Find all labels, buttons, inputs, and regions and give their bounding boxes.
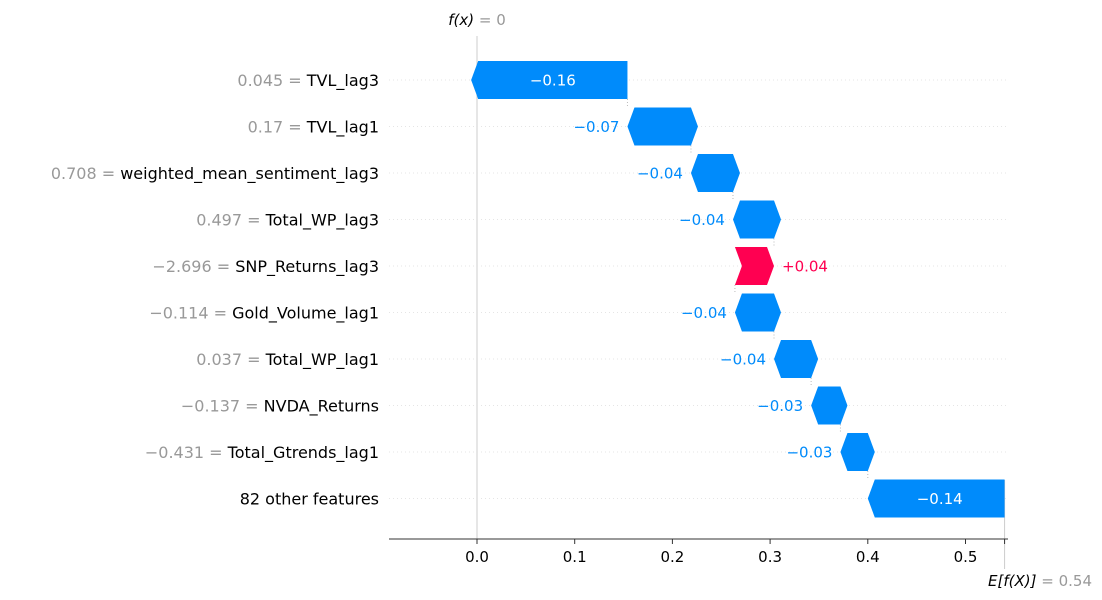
feature-name: TVL_lag1 bbox=[306, 118, 379, 138]
base-value: = 0.54 bbox=[1041, 572, 1092, 590]
feature-label: 0.708 = weighted_mean_sentiment_lag3 bbox=[51, 164, 379, 184]
feature-label: −0.431 = Total_Gtrends_lag1 bbox=[145, 443, 379, 463]
feature-value: −2.696 = bbox=[152, 257, 235, 276]
bar-weighted_mean_sentiment_lag3 bbox=[690, 154, 740, 192]
feature-name: 82 other features bbox=[240, 490, 379, 509]
base-label: E[f(X)] bbox=[988, 572, 1041, 590]
bar-Gold_Volume_lag1 bbox=[734, 293, 782, 332]
feature-label: 82 other features bbox=[240, 490, 379, 509]
bar-TVL_lag3 bbox=[471, 61, 628, 99]
contribution-label: +0.04 bbox=[782, 258, 828, 276]
x-tick-label: 0.3 bbox=[758, 548, 782, 566]
bar-SNP_Returns_lag3 bbox=[734, 247, 775, 285]
contribution-label: −0.07 bbox=[573, 118, 619, 136]
fx-annotation: f(x) = 0 bbox=[448, 11, 506, 29]
contribution-label: −0.03 bbox=[786, 444, 832, 462]
feature-value: 0.497 = bbox=[196, 211, 265, 230]
label-layer: −0.16 0.045 = TVL_lag3 −0.07 0.17 = TVL_lag… bbox=[51, 71, 963, 509]
feature-label: 0.17 = TVL_lag1 bbox=[248, 118, 379, 138]
feature-label: −2.696 = SNP_Returns_lag3 bbox=[152, 257, 379, 277]
feature-name: SNP_Returns_lag3 bbox=[235, 257, 379, 277]
contribution-label: −0.16 bbox=[530, 72, 576, 90]
base-annotation: E[f(X)] = 0.54 bbox=[988, 572, 1092, 590]
feature-value: −0.137 = bbox=[181, 397, 264, 416]
feature-label: −0.137 = NVDA_Returns bbox=[181, 397, 379, 417]
feature-name: NVDA_Returns bbox=[264, 397, 379, 417]
feature-label: 0.037 = Total_WP_lag1 bbox=[196, 350, 379, 370]
x-tick-label: 0.1 bbox=[563, 548, 587, 566]
contribution-label: −0.03 bbox=[757, 397, 803, 415]
feature-value: 0.037 = bbox=[196, 350, 265, 369]
feature-label: 0.045 = TVL_lag3 bbox=[237, 71, 379, 91]
feature-name: Total_Gtrends_lag1 bbox=[227, 443, 379, 463]
x-tick-label: 0.5 bbox=[954, 548, 978, 566]
feature-name: weighted_mean_sentiment_lag3 bbox=[120, 164, 379, 184]
fx-label: f(x) bbox=[448, 11, 479, 29]
x-tick-label: 0.0 bbox=[465, 548, 489, 566]
bar-Total_WP_lag1 bbox=[774, 340, 819, 378]
annotation-layer: f(x) = 0 E[f(X)] = 0.54 bbox=[448, 11, 1092, 590]
x-tick-label: 0.4 bbox=[856, 548, 880, 566]
feature-label: −0.114 = Gold_Volume_lag1 bbox=[149, 304, 379, 324]
bar-NVDA_Returns bbox=[811, 386, 848, 425]
contribution-label: −0.04 bbox=[720, 351, 766, 369]
feature-name: Total_WP_lag3 bbox=[265, 211, 379, 231]
contribution-label: −0.04 bbox=[681, 304, 727, 322]
feature-label: 0.497 = Total_WP_lag3 bbox=[196, 211, 379, 231]
bar-Total_WP_lag3 bbox=[732, 200, 782, 239]
contribution-label: −0.04 bbox=[679, 211, 725, 229]
x-tick-label: 0.2 bbox=[660, 548, 684, 566]
contribution-label: −0.04 bbox=[637, 165, 683, 183]
feature-value: 0.045 = bbox=[237, 71, 306, 90]
feature-value: 0.17 = bbox=[248, 118, 307, 137]
feature-value: −0.431 = bbox=[145, 443, 228, 462]
bar-82 other features bbox=[867, 479, 1005, 518]
bar-Total_Gtrends_lag1 bbox=[840, 433, 875, 471]
feature-name: TVL_lag3 bbox=[306, 71, 379, 91]
feature-value: −0.114 = bbox=[149, 304, 232, 323]
fx-value: = 0 bbox=[479, 11, 506, 29]
feature-name: Gold_Volume_lag1 bbox=[232, 304, 379, 324]
x-axis: 0.0 0.1 0.2 0.3 0.4 0.5 bbox=[389, 538, 1008, 566]
feature-name: Total_WP_lag1 bbox=[265, 350, 379, 370]
bar-layer bbox=[471, 61, 1005, 518]
feature-value: 0.708 = bbox=[51, 164, 120, 183]
bar-TVL_lag1 bbox=[627, 107, 698, 146]
contribution-label: −0.14 bbox=[917, 490, 963, 508]
